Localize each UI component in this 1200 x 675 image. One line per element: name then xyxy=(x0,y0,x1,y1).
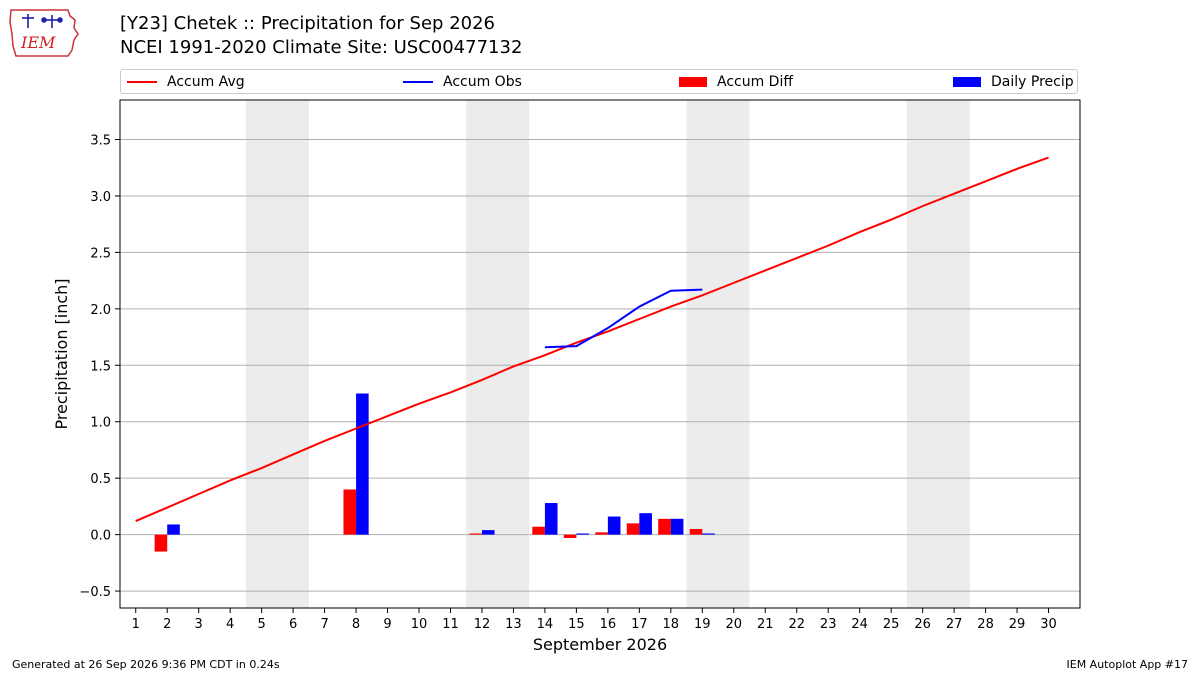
x-tick-label: 21 xyxy=(757,617,774,632)
x-tick-label: 29 xyxy=(1009,617,1026,632)
daily-precip-bar xyxy=(702,533,715,535)
iowa-outline-shape xyxy=(9,9,79,57)
y-axis-label: Precipitation [inch] xyxy=(52,278,71,429)
daily-precip-bar xyxy=(576,533,589,535)
accum-diff-bar xyxy=(658,518,671,535)
legend-item-daily-precip: Daily Precip xyxy=(953,73,1074,91)
x-tick-label: 11 xyxy=(442,617,459,632)
legend-swatch-accum-avg xyxy=(127,81,157,83)
x-axis-ticks: 1 2 3 4 5 6 7 8 9 10 11 12 13 14 15 16 17 18 19 20 21 22 23 24 2… xyxy=(132,608,1057,632)
y-tick-label: 1.5 xyxy=(90,359,111,374)
y-tick-label: −0.5 xyxy=(79,585,111,600)
legend-swatch-accum-diff xyxy=(679,77,707,87)
y-tick-label: 2.0 xyxy=(90,303,111,318)
accum-diff-bar xyxy=(154,534,168,552)
accum-diff-bar xyxy=(595,532,608,535)
legend-label-accum-diff: Accum Diff xyxy=(717,74,794,90)
y-tick-label: 1.0 xyxy=(90,416,111,431)
legend-label-daily-precip: Daily Precip xyxy=(991,74,1074,90)
legend-item-accum-diff: Accum Diff xyxy=(679,73,793,91)
y-tick-label: 0.5 xyxy=(90,472,111,487)
accum-diff-bar xyxy=(563,534,577,539)
daily-precip-bar xyxy=(607,516,621,535)
chart-title: [Y23] Chetek :: Precipitation for Sep 20… xyxy=(120,13,496,34)
weekend-shading xyxy=(245,100,970,608)
accum-diff-bar xyxy=(626,523,640,535)
iem-logo: IEM xyxy=(9,9,79,57)
x-tick-label: 16 xyxy=(600,617,617,632)
daily-precip-bar xyxy=(356,393,369,535)
accum-diff-bar xyxy=(689,528,703,535)
x-tick-label: 30 xyxy=(1040,617,1057,632)
y-tick-label: 2.5 xyxy=(90,246,111,261)
line-marks xyxy=(135,156,1049,522)
accum-diff-bar xyxy=(532,526,545,535)
bar-marks xyxy=(154,393,715,552)
y-tick-label: 3.0 xyxy=(90,190,111,205)
x-tick-label: 27 xyxy=(946,617,963,632)
legend-label-accum-avg: Accum Avg xyxy=(167,74,245,90)
y-tick-label: 3.5 xyxy=(90,134,111,149)
x-tick-label: 8 xyxy=(352,617,360,632)
accum-obs-line xyxy=(544,288,703,349)
x-tick-label: 13 xyxy=(505,617,522,632)
chart-subtitle: NCEI 1991-2020 Climate Site: USC00477132 xyxy=(120,37,523,58)
x-tick-label: 2 xyxy=(163,617,171,632)
app-credit: IEM Autoplot App #17 xyxy=(1066,658,1189,671)
grid-lines xyxy=(120,139,1080,592)
legend-item-accum-obs: Accum Obs xyxy=(403,73,522,91)
weekend-band xyxy=(245,100,309,608)
x-tick-label: 23 xyxy=(820,617,837,632)
x-tick-label: 26 xyxy=(914,617,931,632)
x-tick-label: 17 xyxy=(631,617,648,632)
weekend-band xyxy=(906,100,970,608)
plot-frame xyxy=(119,99,1081,609)
x-tick-label: 6 xyxy=(289,617,297,632)
daily-precip-bar xyxy=(481,530,495,535)
x-tick-label: 1 xyxy=(132,617,140,632)
legend-swatch-daily-precip xyxy=(953,77,981,87)
x-tick-label: 19 xyxy=(694,617,711,632)
accum-diff-bar xyxy=(469,533,482,535)
x-tick-label: 4 xyxy=(226,617,234,632)
x-tick-label: 28 xyxy=(977,617,994,632)
daily-precip-bar xyxy=(639,513,652,535)
x-tick-label: 15 xyxy=(568,617,585,632)
x-tick-label: 14 xyxy=(537,617,554,632)
weekend-band xyxy=(686,100,750,608)
daily-precip-bar xyxy=(544,503,558,535)
x-tick-label: 9 xyxy=(383,617,391,632)
daily-precip-bar xyxy=(670,518,684,535)
logo-text: IEM xyxy=(20,33,56,52)
legend-label-accum-obs: Accum Obs xyxy=(443,74,522,90)
x-tick-label: 20 xyxy=(725,617,742,632)
daily-precip-bar xyxy=(167,524,180,535)
x-tick-label: 10 xyxy=(411,617,428,632)
weekend-band xyxy=(466,100,530,608)
x-axis-label: September 2026 xyxy=(533,635,667,654)
x-tick-label: 18 xyxy=(663,617,680,632)
x-tick-label: 12 xyxy=(474,617,491,632)
x-tick-label: 24 xyxy=(851,617,868,632)
weather-station-icon xyxy=(22,14,63,28)
y-tick-label: 0.0 xyxy=(90,529,111,544)
x-tick-label: 7 xyxy=(320,617,328,632)
y-axis-ticks: −0.5 0.0 0.5 1.0 1.5 2.0 2.5 3.0 3.5 xyxy=(79,134,120,600)
legend-item-accum-avg: Accum Avg xyxy=(127,73,245,91)
legend-swatch-accum-obs xyxy=(403,81,433,83)
x-tick-label: 22 xyxy=(788,617,805,632)
chart-legend: Accum Avg Accum Obs Accum Diff Daily Pre… xyxy=(120,69,1078,94)
x-tick-label: 3 xyxy=(195,617,203,632)
generated-timestamp: Generated at 26 Sep 2026 9:36 PM CDT in … xyxy=(12,658,280,671)
x-tick-label: 25 xyxy=(883,617,900,632)
accum-diff-bar xyxy=(343,489,357,535)
x-tick-label: 5 xyxy=(257,617,265,632)
